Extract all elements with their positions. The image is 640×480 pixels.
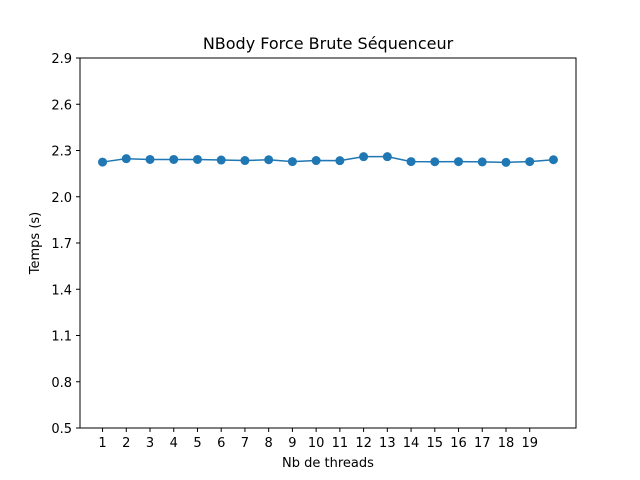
- x-tick-label: 17: [474, 436, 491, 451]
- x-tick-label: 18: [498, 436, 515, 451]
- y-tick-label: 0.8: [51, 376, 72, 391]
- data-point: [335, 156, 345, 166]
- data-point: [169, 154, 179, 164]
- y-tick-label: 1.7: [51, 237, 72, 252]
- data-point: [382, 152, 392, 162]
- data-point: [98, 157, 108, 167]
- x-tick-label: 3: [146, 436, 154, 451]
- x-tick-label: 12: [355, 436, 372, 451]
- data-point: [216, 155, 226, 165]
- data-point: [240, 156, 250, 166]
- data-point: [311, 156, 321, 166]
- x-tick-label: 1: [98, 436, 106, 451]
- y-tick-label: 0.5: [51, 422, 72, 437]
- data-point: [548, 155, 558, 165]
- x-tick-label: 13: [379, 436, 396, 451]
- x-tick-label: 14: [403, 436, 420, 451]
- y-tick-label: 2.9: [51, 52, 72, 67]
- x-axis: 1 2 3 4 5 6 7 8 9 10 11 12 13 14 15 16 17 18 19: [98, 428, 538, 451]
- data-point: [359, 152, 369, 162]
- y-axis-label: Temps (s): [28, 212, 43, 275]
- data-point: [192, 154, 202, 164]
- x-tick-label: 5: [193, 436, 201, 451]
- data-point: [145, 154, 155, 164]
- chart-title: NBody Force Brute Séquenceur: [203, 34, 454, 53]
- x-tick-label: 4: [170, 436, 178, 451]
- data-point: [430, 157, 440, 167]
- x-tick-label: 11: [332, 436, 349, 451]
- data-point: [264, 155, 274, 165]
- x-axis-label: Nb de threads: [282, 456, 374, 471]
- data-point: [525, 157, 535, 167]
- x-tick-label: 16: [450, 436, 467, 451]
- data-point: [454, 157, 464, 167]
- x-tick-label: 15: [427, 436, 444, 451]
- x-tick-label: 2: [122, 436, 130, 451]
- y-tick-label: 2.3: [51, 145, 72, 160]
- x-tick-label: 6: [217, 436, 225, 451]
- data-point: [287, 157, 297, 167]
- x-tick-label: 7: [241, 436, 249, 451]
- y-tick-label: 2.6: [51, 98, 72, 113]
- y-axis: 0.5 0.8 1.1 1.4 1.7 2.0 2.3 2.6 2.9: [51, 52, 80, 437]
- y-tick-label: 1.4: [51, 283, 72, 298]
- y-tick-label: 1.1: [51, 330, 72, 345]
- data-point: [501, 157, 511, 167]
- x-tick-label: 10: [308, 436, 325, 451]
- x-tick-label: 8: [265, 436, 273, 451]
- x-tick-label: 9: [288, 436, 296, 451]
- data-point: [406, 157, 416, 167]
- x-tick-label: 19: [521, 436, 538, 451]
- data-point: [477, 157, 487, 167]
- y-tick-label: 2.0: [51, 191, 72, 206]
- plot-area: [98, 152, 558, 167]
- data-point: [121, 154, 131, 164]
